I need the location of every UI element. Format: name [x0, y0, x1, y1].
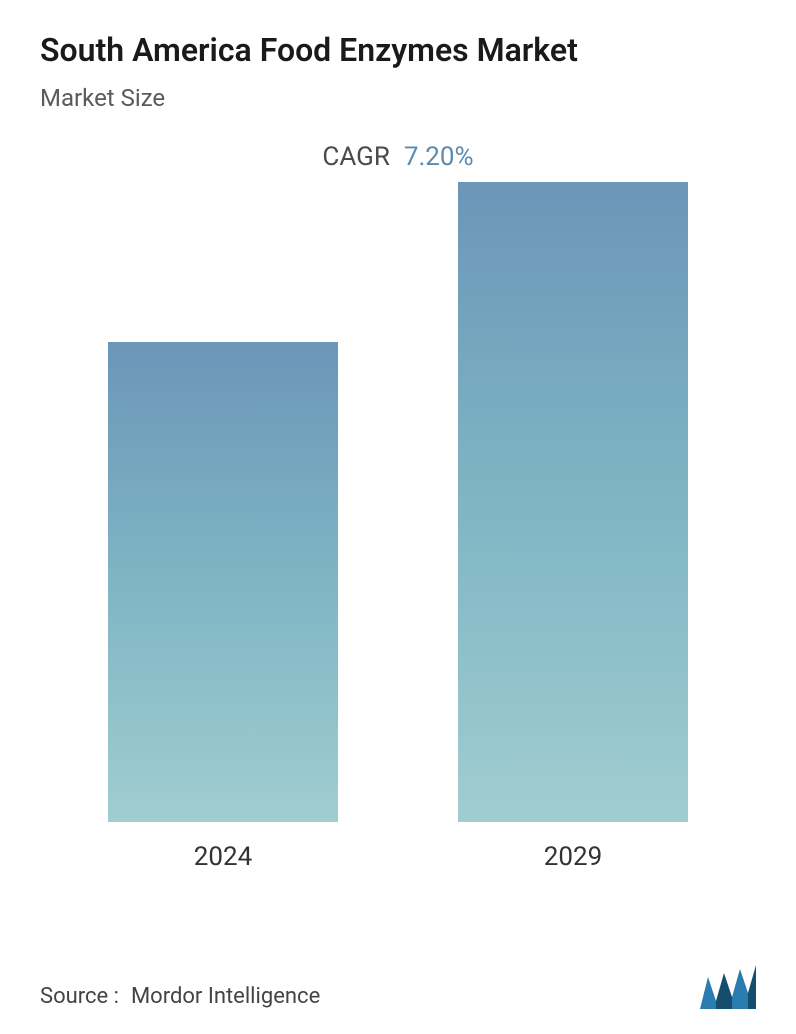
page-subtitle: Market Size: [40, 84, 756, 112]
bar-2024: [108, 342, 338, 822]
cagr-label: CAGR: [322, 142, 389, 172]
mordor-logo-icon: [700, 965, 756, 1009]
source-value: Mordor Intelligence: [131, 984, 320, 1009]
bar-label-2024: 2024: [194, 842, 252, 872]
page-title: South America Food Enzymes Market: [40, 30, 756, 72]
cagr-row: CAGR 7.20%: [40, 142, 756, 172]
bar-group-2029: 2029: [458, 182, 688, 872]
cagr-value: 7.20%: [404, 142, 474, 172]
source-label: Source :: [40, 984, 119, 1009]
source-line: Source : Mordor Intelligence: [40, 984, 320, 1009]
bar-chart: 2024 2029: [40, 222, 756, 872]
footer: Source : Mordor Intelligence: [40, 965, 756, 1009]
bar-label-2029: 2029: [544, 842, 602, 872]
bar-2029: [458, 182, 688, 822]
bar-group-2024: 2024: [108, 342, 338, 872]
